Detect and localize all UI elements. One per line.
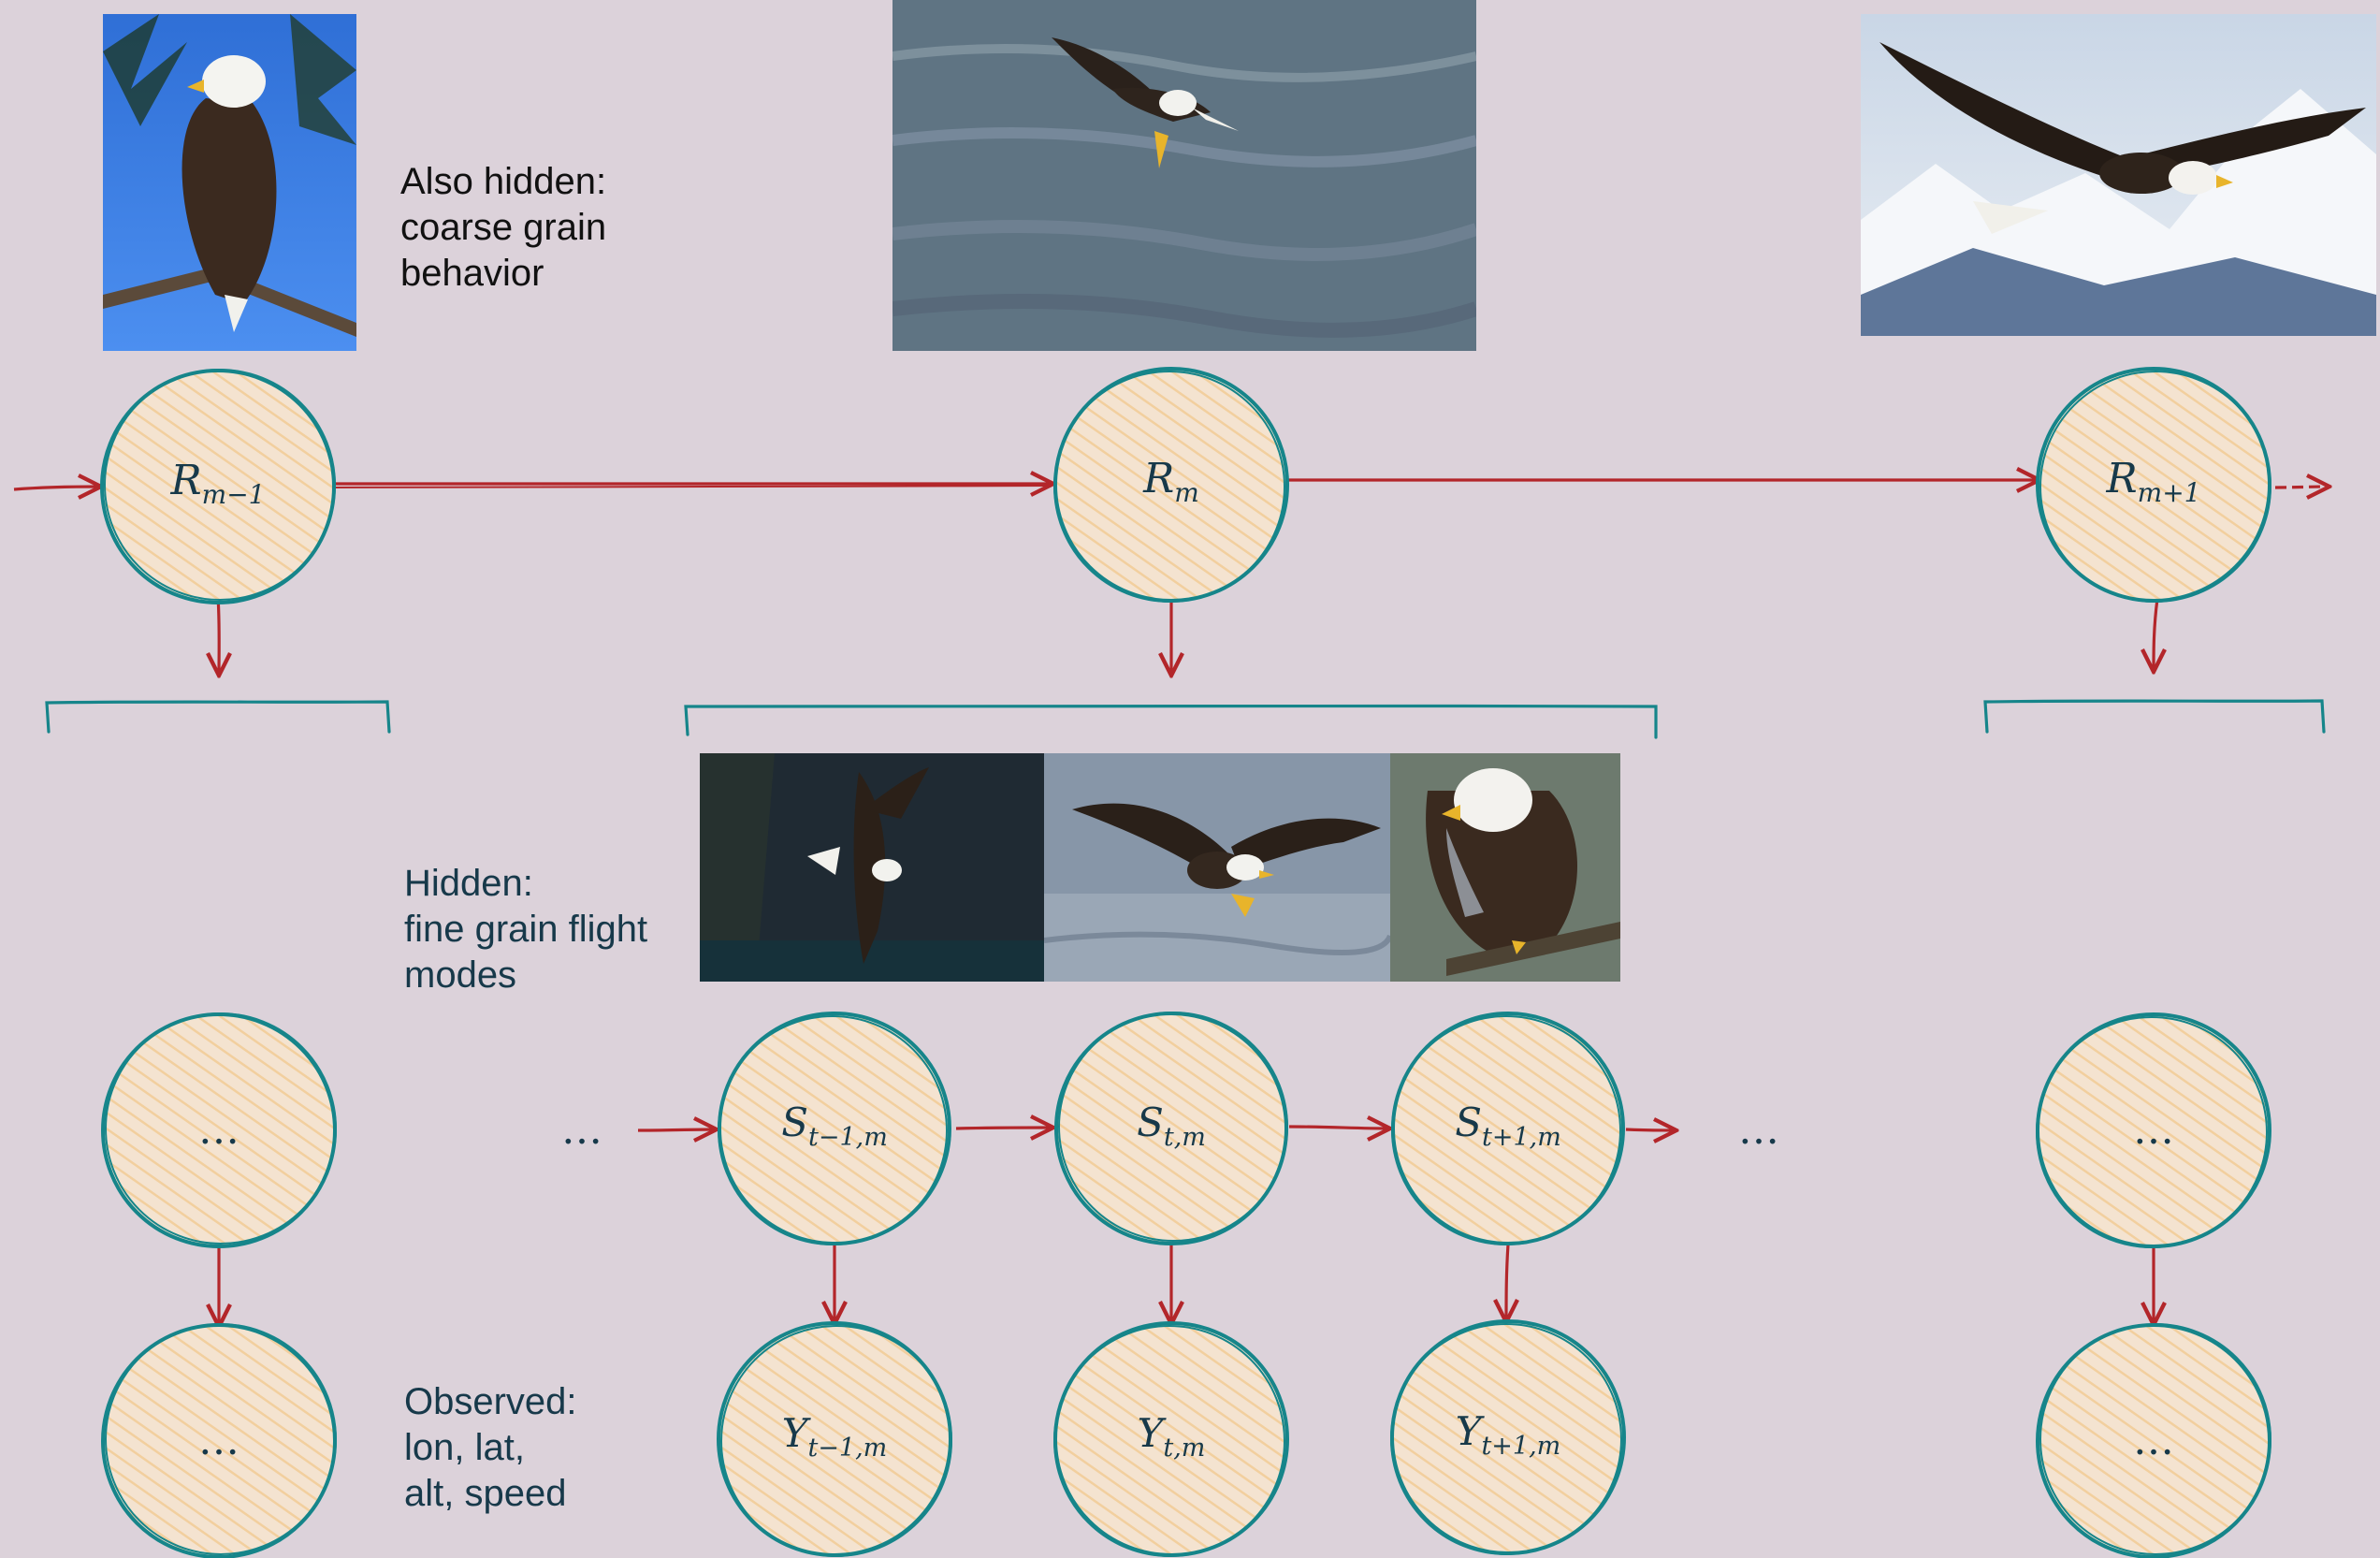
svg-text:Yt,m: Yt,m bbox=[1138, 1410, 1206, 1463]
y-next-label-sub: t+1,m bbox=[1481, 1432, 1560, 1461]
arrow-out-of-r-next bbox=[2274, 487, 2329, 488]
svg-text:St−1,m: St−1,m bbox=[781, 1099, 888, 1152]
node-y-next: Yt+1,m bbox=[1390, 1319, 1626, 1555]
node-y-cur: Yt,m bbox=[1053, 1321, 1289, 1557]
eagle-over-water-photo bbox=[892, 0, 1476, 351]
svg-text:Rm−1: Rm−1 bbox=[170, 457, 266, 510]
bracket-right bbox=[1983, 699, 2326, 734]
y-left-ellipsis: … bbox=[198, 1417, 239, 1464]
brackets bbox=[45, 699, 2326, 739]
arrow-r-prev-to-r-cur-sketch bbox=[328, 485, 1052, 488]
s-prev-label-base: S bbox=[781, 1099, 808, 1145]
s-left-ellipsis: … bbox=[198, 1106, 239, 1154]
s-next-label-base: S bbox=[1455, 1099, 1482, 1145]
node-y-left: … bbox=[101, 1323, 337, 1558]
s-cur-label-sub: t,m bbox=[1164, 1123, 1206, 1152]
node-y-right: … bbox=[2036, 1323, 2271, 1558]
arrow-out-of-s-next bbox=[1625, 1129, 1676, 1130]
caption-coarse-behavior: Also hidden: coarse grain behavior bbox=[400, 161, 607, 294]
node-s-next: St+1,m bbox=[1391, 1012, 1625, 1245]
ellipsis-after-s-next: … bbox=[1738, 1106, 1779, 1154]
eagle-gliding-photo bbox=[700, 753, 1044, 982]
s-prev-label-sub: t−1,m bbox=[808, 1123, 888, 1152]
caption-fine-flight-modes: Hidden: fine grain flight modes bbox=[404, 863, 648, 996]
s-next-label-sub: t+1,m bbox=[1482, 1123, 1561, 1152]
arrow-s-next-to-y-next bbox=[1506, 1244, 1508, 1322]
arrow-r-prev-down bbox=[218, 595, 219, 676]
node-s-left: … bbox=[101, 1012, 337, 1248]
arrow-into-s-prev bbox=[637, 1129, 717, 1130]
node-r-cur: Rm bbox=[1053, 367, 1289, 603]
perched-eagle-photo bbox=[103, 14, 356, 351]
node-y-prev: Yt−1,m bbox=[717, 1321, 952, 1557]
y-prev-label-sub: t−1,m bbox=[807, 1434, 887, 1463]
y-next-label-base: Y bbox=[1456, 1408, 1486, 1454]
ellipsis-before-s-prev: … bbox=[561, 1106, 602, 1154]
eagle-soaring-mountains-photo bbox=[1861, 14, 2376, 336]
coarse-edges bbox=[13, 479, 2329, 676]
eagle-diving-photo bbox=[1044, 753, 1390, 982]
eagle-with-fish-photo bbox=[1390, 753, 1620, 982]
r-next-label-base: R bbox=[2106, 455, 2138, 502]
y-right-ellipsis: … bbox=[2133, 1417, 2174, 1464]
node-s-prev: St−1,m bbox=[718, 1012, 951, 1245]
r-prev-label-sub: m−1 bbox=[202, 479, 266, 510]
node-s-right: … bbox=[2036, 1012, 2271, 1248]
bracket-middle bbox=[684, 704, 1658, 739]
y-cur-label-base: Y bbox=[1138, 1410, 1168, 1456]
bracket-left bbox=[45, 700, 391, 734]
svg-text:Yt+1,m: Yt+1,m bbox=[1456, 1408, 1561, 1461]
svg-text:St,m: St,m bbox=[1137, 1099, 1206, 1152]
s-cur-label-base: S bbox=[1137, 1099, 1164, 1145]
arrow-s-cur-to-s-next bbox=[1288, 1127, 1390, 1128]
y-prev-label-base: Y bbox=[782, 1410, 812, 1456]
arrow-r-cur-to-r-next bbox=[1283, 479, 2039, 480]
r-next-label-sub: m+1 bbox=[2138, 477, 2201, 508]
svg-text:St+1,m: St+1,m bbox=[1455, 1099, 1561, 1152]
node-s-cur: St,m bbox=[1054, 1012, 1288, 1245]
r-cur-label-sub: m bbox=[1174, 477, 1199, 508]
svg-text:Yt−1,m: Yt−1,m bbox=[782, 1410, 888, 1463]
fine-edges bbox=[219, 1127, 2154, 1327]
svg-text:Rm+1: Rm+1 bbox=[2106, 455, 2201, 508]
arrow-into-r-prev bbox=[13, 487, 101, 489]
y-cur-label-sub: t,m bbox=[1163, 1434, 1205, 1463]
arrow-r-next-down bbox=[2154, 598, 2157, 672]
caption-observed: Observed: lon, lat, alt, speed bbox=[404, 1381, 577, 1514]
svg-text:Rm: Rm bbox=[1142, 455, 1199, 508]
node-r-next: Rm+1 bbox=[2036, 367, 2271, 603]
r-prev-label-base: R bbox=[170, 457, 202, 504]
r-cur-label-base: R bbox=[1142, 455, 1174, 502]
node-r-prev: Rm−1 bbox=[100, 369, 336, 604]
s-right-ellipsis: … bbox=[2133, 1106, 2174, 1154]
